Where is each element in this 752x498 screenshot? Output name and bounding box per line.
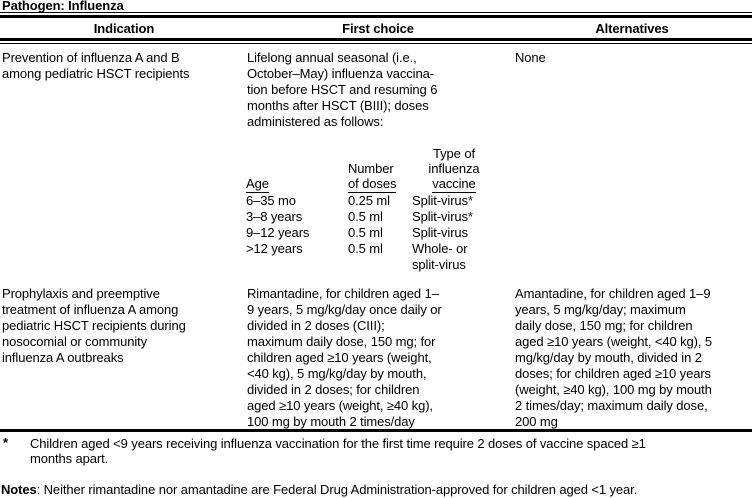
notes-label: Notes [1,482,37,497]
row2-indication-cell: Prophylaxis and preemptive treatment of … [2,286,186,365]
subtable-cell-age: 3–8 years [246,209,303,224]
subtable-cell-type: Split-virus* [412,209,473,224]
row2-alternatives-cell: Amantadine, for children aged 1–9 years,… [515,286,713,429]
dose-subtable: Age Number of doses Type of influenza va… [246,145,514,273]
subtable-cell-doses: 0.25 ml [348,193,390,208]
subtable-cell-doses: 0.5 ml [348,225,383,240]
subtable-header-doses-top: Number [348,161,394,176]
subtable-header-doses: Number of doses [348,161,412,193]
row2-first-choice-cell: Rimantadine, for children aged 1– 9 year… [247,286,442,429]
subtable-header-age: Age [246,176,348,193]
row1-indication-cell: Prevention of influenza A and B among pe… [2,50,190,81]
subtable-header-age-label: Age [246,176,269,193]
dose-subtable-header-row: Age Number of doses Type of influenza va… [246,145,514,193]
subtable-cell-age: 9–12 years [246,225,310,240]
subtable-cell-doses: 0.5 ml [348,241,383,256]
subtable-header-type-top: Type of influenza [428,146,480,176]
subtable-cell-type: Whole- or split-virus [412,241,468,272]
subtable-cell-type: Split-virus* [412,193,473,208]
subtable-header-doses-label: of doses [348,176,397,193]
title-underline-rule [0,12,752,13]
subtable-header-type: Type of influenza vaccine [414,146,494,193]
footnote-asterisk: * Children aged <9 years receiving influ… [0,435,752,481]
asterisk-marker: * [3,435,8,450]
subtable-cell-doses: 0.5 ml [348,209,383,224]
table-top-rule [0,15,752,18]
dose-subtable-rows: 6–35 mo 0.25 ml Split-virus* 3–8 years 0… [246,193,514,273]
header-rule-thick [0,38,752,41]
subtable-header-type-label: vaccine [432,176,476,193]
footnote-asterisk-text: Children aged <9 years receiving influen… [30,436,646,466]
column-header-indication: Indication [93,21,155,36]
page-title: Pathogen: Influenza [2,0,124,13]
footnote-notes: Notes: Neither rimantadine nor amantadin… [1,467,752,498]
column-header-first-choice: First choice [342,21,414,36]
column-header-alternatives: Alternatives [595,21,669,36]
subtable-cell-age: 6–35 mo [246,193,296,208]
table-bottom-rule [0,429,752,432]
subtable-cell-type: Split-virus [412,225,468,240]
header-rule-thin [0,43,752,44]
row1-alternatives-cell: None [515,50,546,65]
row1-first-choice-cell: Lifelong annual seasonal (i.e., October–… [247,50,438,129]
subtable-cell-age: >12 years [246,241,303,256]
footnote-notes-text: : Neither rimantadine nor amantadine are… [1,482,638,498]
